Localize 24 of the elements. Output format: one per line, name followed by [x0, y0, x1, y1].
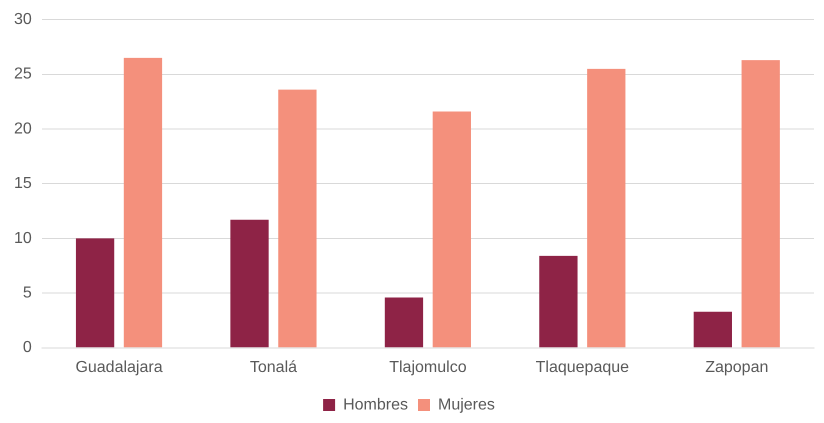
- x-tick-label: Tonalá: [250, 358, 298, 376]
- y-tick-label: 10: [14, 230, 32, 247]
- y-tick-label: 25: [14, 66, 32, 83]
- bar: [230, 220, 269, 348]
- bar: [384, 297, 424, 348]
- bar: [742, 60, 780, 348]
- bar: [124, 58, 162, 348]
- y-tick-label: 5: [22, 284, 32, 302]
- y-tick-label: 15: [14, 175, 32, 192]
- bar: [587, 68, 626, 348]
- y-tick-label: 30: [14, 11, 32, 28]
- x-tick-label: Zapopan: [705, 358, 768, 376]
- y-tick-label: 20: [14, 120, 32, 138]
- bar: [539, 256, 578, 348]
- bar: [694, 312, 732, 348]
- x-tick-label: Tlajomulco: [389, 358, 467, 376]
- legend-label: Hombres: [343, 396, 408, 414]
- bar: [278, 90, 317, 348]
- x-tick-label: Guadalajara: [75, 358, 163, 376]
- y-tick-label: 0: [22, 339, 32, 356]
- legend-label: Mujeres: [438, 396, 495, 414]
- bar: [432, 111, 471, 348]
- bar: [76, 238, 114, 348]
- x-tick-label: Tlaquepaque: [536, 358, 630, 376]
